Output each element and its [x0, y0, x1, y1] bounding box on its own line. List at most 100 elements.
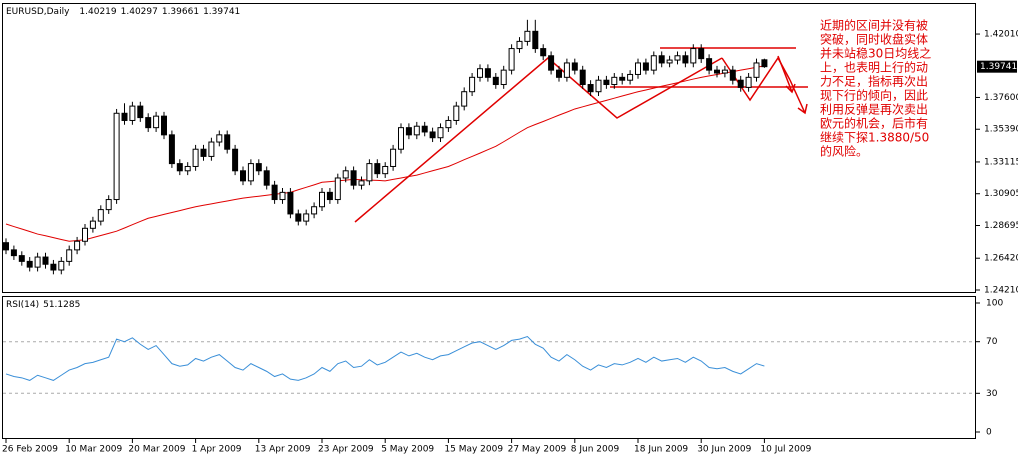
candle-body [761, 59, 768, 68]
moving-average [5, 65, 765, 242]
candle-body [737, 79, 744, 88]
annotation-line: 继续下探1.3880/50 [820, 131, 929, 145]
annotation-line: 近期的区间并没有被 [820, 18, 928, 33]
candle-body [129, 105, 136, 121]
candle-body [524, 30, 531, 42]
candle-body [279, 191, 286, 201]
candle-body [208, 141, 215, 157]
y-tick-label: 1.24210 [984, 285, 1018, 295]
rsi-panel [2, 296, 976, 439]
candle-body [405, 127, 412, 136]
rsi-label: RSI(14) [6, 300, 39, 310]
candle-body [161, 115, 167, 136]
candle-body [145, 117, 152, 129]
x-tick-label: 13 Apr 2009 [255, 445, 311, 455]
rsi-tick-label: 100 [986, 299, 1003, 309]
x-tick-label: 10 Jul 2009 [760, 445, 811, 455]
candle-body [469, 76, 476, 93]
candle-body [516, 40, 523, 50]
candle-body [721, 69, 728, 74]
x-tick-label: 15 May 2009 [444, 445, 503, 455]
arrow-2 [789, 79, 806, 114]
candle-body [263, 170, 270, 186]
close: 1.39741 [203, 7, 240, 17]
candle-body [729, 69, 736, 81]
candle-body [706, 58, 713, 71]
candle-body [714, 69, 720, 74]
candle-body [271, 184, 278, 201]
annotation-line: 现下行的倾向，因此 [820, 88, 928, 103]
candle-body [540, 48, 547, 57]
price-panel [2, 3, 976, 293]
candle-body [311, 206, 318, 215]
high: 1.40297 [121, 7, 158, 17]
candle-body [232, 148, 239, 172]
candle-body [366, 163, 373, 182]
candle-body [666, 59, 673, 64]
candle-body [350, 170, 357, 186]
candle-body [437, 127, 444, 139]
candle-body [3, 242, 9, 251]
candle-body [342, 170, 349, 179]
symbol: EURUSD,Daily [6, 7, 70, 17]
candle-body [587, 84, 594, 93]
candle-body [619, 76, 626, 81]
current-price-label: 1.39741 [980, 62, 1017, 72]
candle-body [508, 48, 515, 71]
candle-body [358, 180, 365, 186]
x-tick-label: 18 Jun 2009 [634, 445, 688, 455]
candle-body [595, 79, 602, 93]
candle-body [326, 191, 333, 201]
rsi-tick-label: 70 [986, 337, 998, 347]
candle-body [34, 256, 41, 268]
annotation-line: 力不足，指标再次出 [820, 74, 928, 89]
arrow-1-head [785, 83, 796, 94]
annotation-line: 欧元的机会，后市有 [820, 116, 928, 131]
candle-body [453, 105, 460, 121]
y-tick-label: 1.42010 [984, 30, 1018, 40]
arrow-2-head [797, 103, 808, 115]
candle-body [674, 55, 681, 61]
candle-body [500, 69, 507, 86]
candle-body [184, 165, 191, 172]
candle-body [382, 165, 389, 175]
low: 1.39661 [162, 7, 199, 17]
candle-body [753, 62, 760, 78]
current-price-box [977, 60, 1017, 73]
x-tick-label: 23 Apr 2009 [318, 445, 374, 455]
candle-body [168, 134, 175, 165]
x-tick-label: 30 Jun 2009 [697, 445, 751, 455]
candle-body [390, 148, 397, 167]
x-tick-label: 1 Apr 2009 [192, 445, 242, 455]
candle-body [58, 260, 65, 271]
candle-body [492, 76, 499, 86]
candle-body [484, 68, 491, 78]
candle-body [42, 256, 49, 265]
rsi-tick-label: 30 [986, 389, 998, 399]
candle-body [113, 112, 120, 201]
y-tick-label: 1.26420 [984, 254, 1018, 264]
candle-body [303, 213, 310, 222]
candle-body [627, 73, 634, 81]
annotation-line: 上，也表明上行的动 [820, 60, 928, 75]
candle-body [121, 112, 128, 121]
candle-body [579, 69, 586, 86]
candle-body [571, 62, 578, 71]
candle-body [429, 131, 436, 139]
x-tick-label: 8 Jun 2009 [571, 445, 620, 455]
candle-body [334, 177, 341, 201]
candle-body [50, 263, 57, 271]
candle-body [658, 55, 665, 64]
candle-body [642, 62, 649, 71]
annotation-line: 利用反弹是再次卖出 [820, 103, 928, 117]
candle-body [745, 76, 752, 88]
candle-body [224, 134, 231, 150]
candle-body [255, 163, 262, 172]
candle-body [18, 255, 25, 262]
x-tick-label: 20 Mar 2009 [128, 445, 185, 455]
rsi-value: 51.1285 [43, 300, 80, 310]
annotation-line: 并未站稳30日均线之 [820, 46, 931, 61]
x-tick-label: 5 May 2009 [381, 445, 434, 455]
candle-body [682, 55, 689, 64]
chart-header: EURUSD,Daily 1.40219 1.40297 1.39661 1.39741 [6, 7, 240, 17]
